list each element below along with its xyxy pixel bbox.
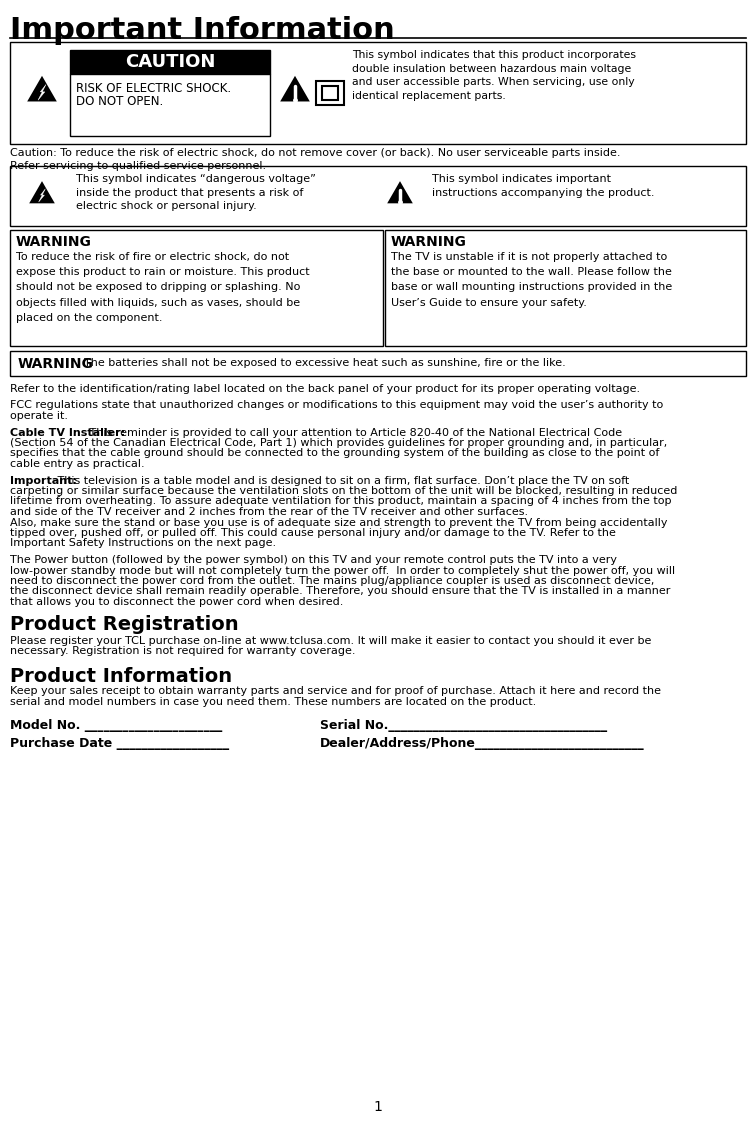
Text: lifetime from overheating. To assure adequate ventilation for this product, main: lifetime from overheating. To assure ade… xyxy=(10,497,671,507)
Text: Model No. ______________________: Model No. ______________________ xyxy=(10,719,222,733)
Text: DO NOT OPEN.: DO NOT OPEN. xyxy=(76,95,163,108)
FancyBboxPatch shape xyxy=(70,74,270,136)
Polygon shape xyxy=(31,184,53,202)
Text: This symbol indicates important
instructions accompanying the product.: This symbol indicates important instruct… xyxy=(432,174,655,197)
Text: the disconnect device shall remain readily operable. Therefore, you should ensur: the disconnect device shall remain readi… xyxy=(10,586,671,596)
Text: Please register your TCL purchase on-line at www.tclusa.com. It will make it eas: Please register your TCL purchase on-lin… xyxy=(10,635,652,645)
Text: 1: 1 xyxy=(373,1100,383,1114)
Text: low-power standby mode but will not completely turn the power off.  In order to : low-power standby mode but will not comp… xyxy=(10,566,675,575)
Text: Product Registration: Product Registration xyxy=(10,616,239,635)
Text: RISK OF ELECTRIC SHOCK.: RISK OF ELECTRIC SHOCK. xyxy=(76,82,231,95)
Text: This symbol indicates that this product incorporates
double insulation between h: This symbol indicates that this product … xyxy=(352,50,636,101)
Text: Purchase Date __________________: Purchase Date __________________ xyxy=(10,737,229,751)
Text: To reduce the risk of fire or electric shock, do not
expose this product to rain: To reduce the risk of fire or electric s… xyxy=(16,252,310,323)
Polygon shape xyxy=(282,78,308,101)
Text: Also, make sure the stand or base you use is of adequate size and strength to pr: Also, make sure the stand or base you us… xyxy=(10,517,668,527)
Text: specifies that the cable ground should be connected to the grounding system of t: specifies that the cable ground should b… xyxy=(10,449,659,458)
Polygon shape xyxy=(38,84,46,100)
Text: necessary. Registration is not required for warranty coverage.: necessary. Registration is not required … xyxy=(10,646,355,655)
Text: that allows you to disconnect the power cord when desired.: that allows you to disconnect the power … xyxy=(10,596,343,607)
Text: Important Safety Instructions on the next page.: Important Safety Instructions on the nex… xyxy=(10,539,276,549)
Text: (Section 54 of the Canadian Electrical Code, Part 1) which provides guidelines f: (Section 54 of the Canadian Electrical C… xyxy=(10,438,668,448)
Text: The TV is unstable if it is not properly attached to
the base or mounted to the : The TV is unstable if it is not properly… xyxy=(391,252,672,307)
Text: This reminder is provided to call your attention to Article 820-40 of the Nation: This reminder is provided to call your a… xyxy=(86,428,622,438)
Text: Refer to the identification/rating label located on the back panel of your produ: Refer to the identification/rating label… xyxy=(10,384,640,393)
Polygon shape xyxy=(39,188,45,202)
Text: WARNING: WARNING xyxy=(18,356,94,371)
Text: Product Information: Product Information xyxy=(10,667,232,685)
Text: carpeting or similar surface because the ventilation slots on the bottom of the : carpeting or similar surface because the… xyxy=(10,486,677,496)
Text: Cable TV Installer:: Cable TV Installer: xyxy=(10,428,125,438)
Text: WARNING: WARNING xyxy=(16,235,92,249)
Polygon shape xyxy=(389,184,411,202)
Text: The batteries shall not be exposed to excessive heat such as sunshine, fire or t: The batteries shall not be exposed to ex… xyxy=(84,358,565,369)
Text: Important Information: Important Information xyxy=(10,16,395,45)
Text: This television is a table model and is designed to sit on a firm, flat surface.: This television is a table model and is … xyxy=(54,475,629,485)
Text: The Power button (followed by the power symbol) on this TV and your remote contr: The Power button (followed by the power … xyxy=(10,555,617,565)
Text: tipped over, pushed off, or pulled off. This could cause personal injury and/or : tipped over, pushed off, or pulled off. … xyxy=(10,528,616,538)
FancyBboxPatch shape xyxy=(70,50,270,74)
Text: Important:: Important: xyxy=(10,475,77,485)
Text: Serial No.___________________________________: Serial No.______________________________… xyxy=(320,719,607,733)
Text: Dealer/Address/Phone___________________________: Dealer/Address/Phone____________________… xyxy=(320,737,645,751)
Text: Refer servicing to qualified service personnel.: Refer servicing to qualified service per… xyxy=(10,161,266,171)
Text: and side of the TV receiver and 2 inches from the rear of the TV receiver and ot: and side of the TV receiver and 2 inches… xyxy=(10,507,528,517)
Text: need to disconnect the power cord from the outlet. The mains plug/appliance coup: need to disconnect the power cord from t… xyxy=(10,576,655,586)
Text: WARNING: WARNING xyxy=(391,235,467,249)
Text: CAUTION: CAUTION xyxy=(125,53,215,71)
Text: Caution: To reduce the risk of electric shock, do not remove cover (or back). No: Caution: To reduce the risk of electric … xyxy=(10,149,621,158)
Text: This symbol indicates “dangerous voltage”
inside the product that presents a ris: This symbol indicates “dangerous voltage… xyxy=(76,174,316,211)
Text: serial and model numbers in case you need them. These numbers are located on the: serial and model numbers in case you nee… xyxy=(10,697,536,706)
Text: operate it.: operate it. xyxy=(10,411,68,421)
Text: Keep your sales receipt to obtain warranty parts and service and for proof of pu: Keep your sales receipt to obtain warran… xyxy=(10,686,661,696)
Text: FCC regulations state that unauthorized changes or modifications to this equipme: FCC regulations state that unauthorized … xyxy=(10,400,663,411)
Text: cable entry as practical.: cable entry as practical. xyxy=(10,459,144,469)
Polygon shape xyxy=(29,78,55,101)
